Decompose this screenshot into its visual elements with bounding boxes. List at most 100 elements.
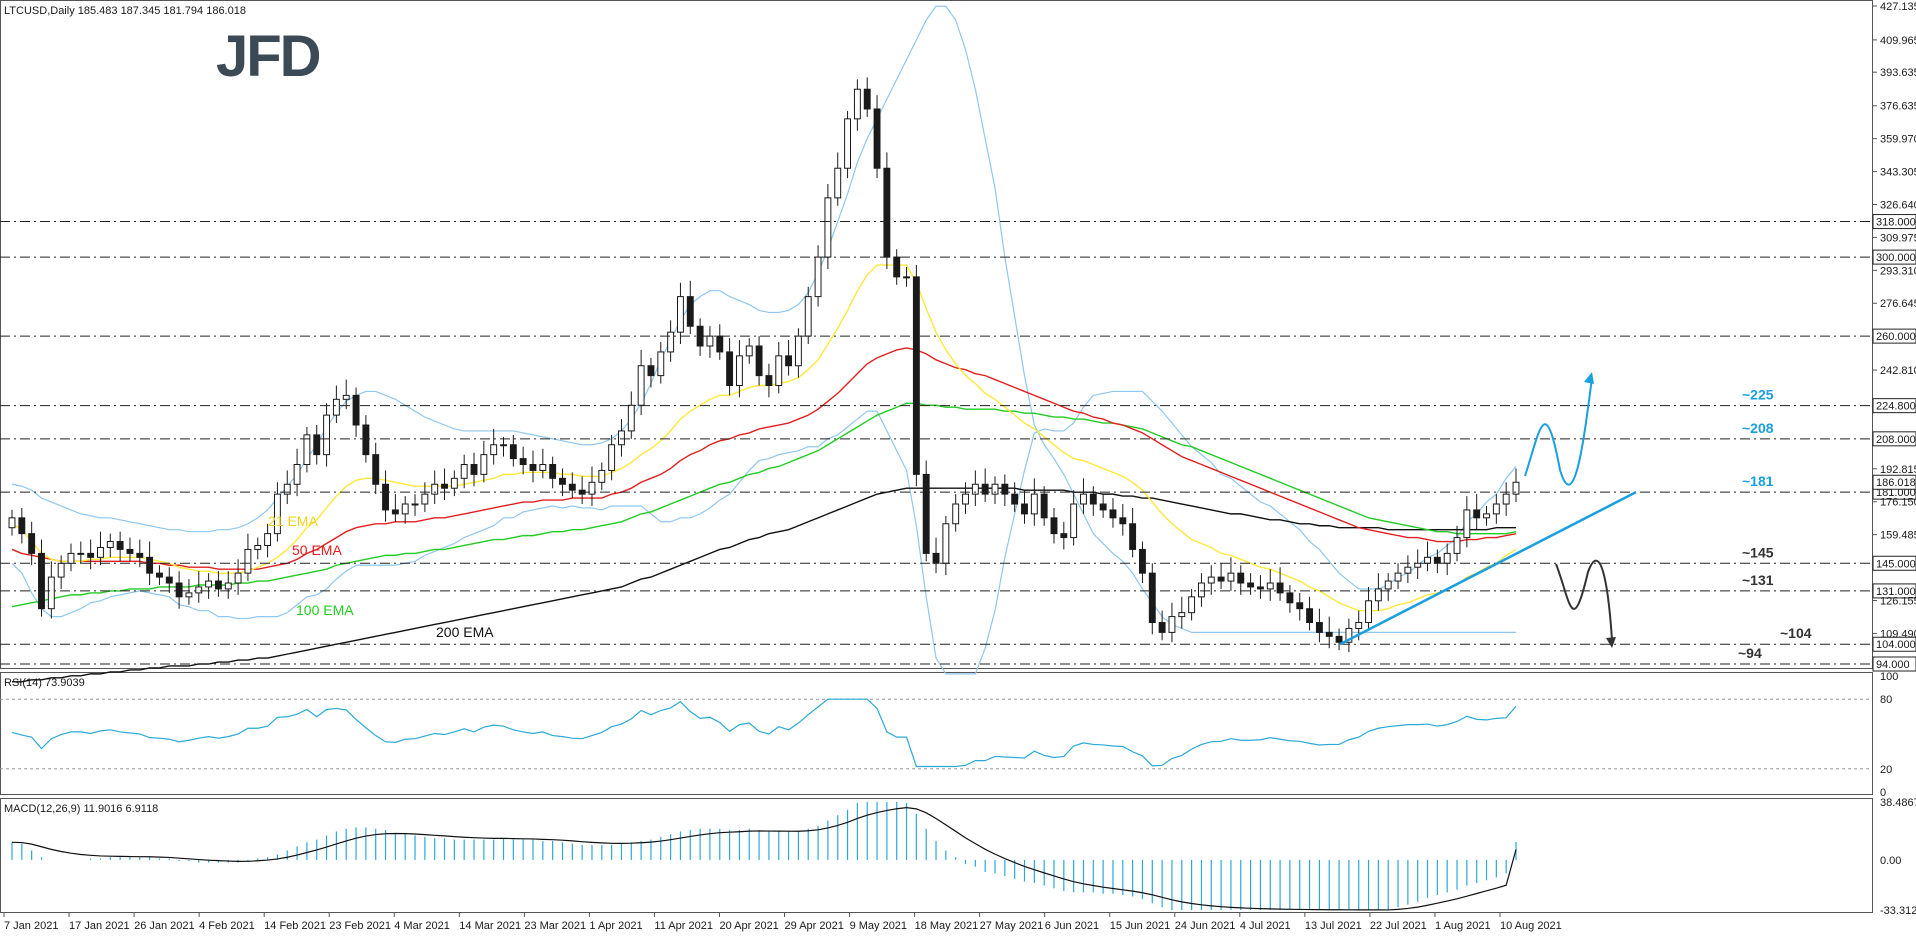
candle-body xyxy=(401,503,409,515)
candle-body xyxy=(431,483,439,495)
ema200-label: 200 EMA xyxy=(436,624,494,640)
candle-body xyxy=(971,483,979,495)
candle xyxy=(853,79,861,131)
date-tick-label: 15 Jun 2021 xyxy=(1110,920,1171,932)
bollinger-bands xyxy=(11,5,1517,675)
candle xyxy=(893,249,901,285)
price-tick-label: 359.970 xyxy=(1880,134,1916,146)
candle-body xyxy=(568,483,576,491)
candle xyxy=(303,426,311,473)
candle xyxy=(1050,507,1058,544)
candle xyxy=(529,450,537,483)
candle-body xyxy=(323,414,331,456)
candle-body xyxy=(372,454,380,485)
candle xyxy=(1247,573,1255,595)
candle xyxy=(686,280,694,335)
candle xyxy=(116,531,124,562)
candle xyxy=(323,403,331,467)
candle xyxy=(500,436,507,457)
candle xyxy=(539,448,547,479)
candle xyxy=(18,507,26,544)
candle xyxy=(952,494,960,532)
date-tick-label: 9 May 2021 xyxy=(850,920,907,932)
candle xyxy=(1021,490,1028,524)
candle-body xyxy=(214,580,222,590)
level-axis-box xyxy=(1872,636,1916,652)
candle-body xyxy=(1414,562,1422,568)
ascending-trendline xyxy=(1339,491,1637,646)
candle-body xyxy=(981,483,989,495)
candle-body xyxy=(765,375,773,387)
candle xyxy=(8,509,16,536)
candle xyxy=(903,266,910,287)
candle-body xyxy=(500,444,507,447)
candle xyxy=(67,543,75,572)
candle xyxy=(1306,596,1314,631)
candle xyxy=(1266,569,1274,601)
level-axis-box xyxy=(1872,249,1916,265)
macd-header: MACD(12,26,9) 11.9016 6.9118 xyxy=(4,803,158,815)
candle-body xyxy=(1247,582,1255,588)
level-axis-label: 181.000 xyxy=(1876,487,1916,499)
candle xyxy=(657,342,665,384)
candle xyxy=(264,523,272,558)
candle-body xyxy=(1080,493,1087,505)
ema21-label: 21 EMA xyxy=(268,513,318,529)
candle-body xyxy=(136,552,144,558)
candle-body xyxy=(1256,586,1264,590)
candle-body xyxy=(1070,503,1078,539)
candle-body xyxy=(1355,622,1363,629)
candle-body xyxy=(273,493,281,535)
candle xyxy=(794,328,802,378)
candle-body xyxy=(244,548,252,574)
level-axis-label: 318.000 xyxy=(1876,217,1916,229)
candle xyxy=(716,324,724,360)
candle-body xyxy=(1030,493,1038,515)
candle-body xyxy=(726,351,734,387)
candle-body xyxy=(1315,622,1323,633)
candle-body xyxy=(794,335,802,367)
candle-body xyxy=(185,592,193,598)
candle-body xyxy=(1404,566,1412,574)
candle xyxy=(1374,573,1382,611)
date-axis: 7 Jan 2021 17 Jan 2021 26 Jan 2021 4 Feb 20… xyxy=(3,913,1562,932)
candle-body xyxy=(254,544,262,550)
ema200-line xyxy=(12,487,1516,683)
candle-body xyxy=(28,533,36,554)
candle xyxy=(165,567,173,593)
candle-body xyxy=(1325,631,1333,637)
level-note: ~181 xyxy=(1742,473,1774,489)
candle xyxy=(1463,496,1471,548)
candle-body xyxy=(195,586,203,594)
candle xyxy=(38,539,45,617)
candle xyxy=(598,462,606,491)
level-note: ~104 xyxy=(1780,625,1812,641)
candle-body xyxy=(1365,600,1372,624)
candle xyxy=(1119,504,1127,536)
candle xyxy=(1483,505,1490,526)
candle-body xyxy=(755,345,763,377)
candle-body xyxy=(1119,517,1127,525)
candle xyxy=(1512,468,1520,503)
candle-body xyxy=(77,552,85,555)
candle xyxy=(205,573,213,599)
candle-body xyxy=(234,572,242,584)
level-axis-box xyxy=(1872,431,1916,447)
candle-body xyxy=(38,552,45,610)
level-note: ~208 xyxy=(1742,420,1774,436)
candle xyxy=(254,537,262,560)
candle xyxy=(1237,565,1245,595)
candle xyxy=(1276,567,1284,601)
candle xyxy=(1433,549,1441,574)
candle xyxy=(991,476,999,505)
date-tick-label: 13 Jul 2021 xyxy=(1305,920,1362,932)
candle-body xyxy=(1227,572,1235,582)
candle-body xyxy=(1443,552,1451,564)
candle xyxy=(735,340,743,398)
candle xyxy=(293,448,301,497)
ema100-label: 100 EMA xyxy=(296,602,354,618)
candle xyxy=(932,537,940,574)
candle xyxy=(745,338,753,364)
price-tick-label: 293.310 xyxy=(1880,265,1916,277)
